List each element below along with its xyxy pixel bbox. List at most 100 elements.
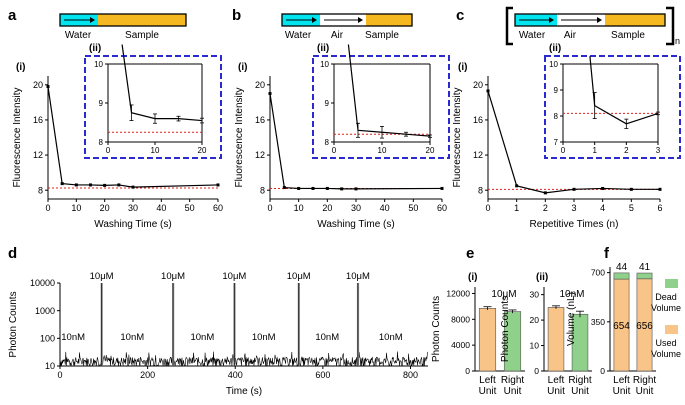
tube-label-sample: Sample <box>365 30 399 41</box>
sub-label-ii: (ii) <box>536 272 548 283</box>
y-tick-label: 12 <box>255 150 265 160</box>
bar-annotation: 10nM <box>559 289 584 300</box>
y-tick-label: 30 <box>530 290 540 300</box>
x-tick-label: 2 <box>543 203 548 213</box>
flow-arrow-head <box>549 17 554 23</box>
category-label: Left <box>613 375 630 386</box>
bar-1 <box>636 272 653 280</box>
x-tick-label: 0 <box>561 146 566 155</box>
bracket-right <box>666 6 675 46</box>
category-label: Unit <box>613 386 631 397</box>
x-tick-label: 5 <box>629 203 634 213</box>
category-label: Left <box>479 375 496 386</box>
data-point <box>658 187 662 191</box>
y-tick-label: 12 <box>33 150 43 160</box>
tube-label-water: Water <box>285 30 312 41</box>
x-tick-label: 3 <box>571 203 576 213</box>
x-tick-label: 20 <box>426 146 435 155</box>
y-tick-label: 8 <box>260 185 265 195</box>
tube-label-sample: Sample <box>611 30 645 41</box>
tube-segment-sample <box>605 14 665 26</box>
bar-value-label: 44 <box>616 262 628 273</box>
series-line <box>589 56 659 125</box>
x-tick-label: 60 <box>213 203 223 213</box>
x-tick-label: 0 <box>57 370 62 380</box>
sub-label-ii: (ii) <box>89 43 101 54</box>
x-tick-label: 50 <box>408 203 418 213</box>
sub-label-i: (i) <box>458 62 467 73</box>
x-tick-label: 10 <box>151 146 160 155</box>
data-point <box>297 186 301 190</box>
data-point <box>440 186 444 190</box>
panel-a: (i) (ii) 0 10 20 30 40 50 60 8 12 16 20 Washing Time … <box>12 43 223 230</box>
category-label: Unit <box>636 386 654 397</box>
y-axis-label: Fluorescence Intensity <box>234 87 245 187</box>
x-tick-label: 30 <box>128 203 138 213</box>
data-point <box>486 89 490 93</box>
x-tick-label: 1 <box>514 203 519 213</box>
data-point <box>543 191 547 195</box>
noise-trace <box>59 351 428 368</box>
y-tick-label: 9 <box>99 99 104 108</box>
x-tick-label: 30 <box>351 203 361 213</box>
category-label: Right <box>568 375 592 386</box>
tube-segment-sample <box>98 14 186 26</box>
x-axis-label: Time (s) <box>226 386 262 397</box>
x-tick-label: 40 <box>156 203 166 213</box>
y-axis-label: Photon Counts <box>8 291 19 357</box>
legend-label-dead: Volume <box>651 303 681 313</box>
y-tick-label: 8 <box>554 112 559 121</box>
panel-letter-f: f <box>604 245 610 262</box>
annotation-high: 10μM <box>222 271 246 282</box>
annotation-high: 10μM <box>346 271 370 282</box>
x-tick-label: 6 <box>657 203 662 213</box>
annotation-low: 10nM <box>120 332 144 343</box>
y-tick-label: 0 <box>534 366 539 376</box>
x-axis-label: Washing Time (s) <box>94 219 171 230</box>
series-line <box>47 86 219 188</box>
flow-arrow-head <box>597 17 602 23</box>
data-point <box>103 183 107 187</box>
panel-f: 035070065444LeftUnit65641RightUnitVolume… <box>566 262 681 397</box>
data-point <box>629 187 633 191</box>
y-tick-label: 12 <box>473 150 483 160</box>
y-tick-label: 8 <box>38 185 43 195</box>
sub-label-i: (i) <box>468 272 477 283</box>
legend-label-used: Volume <box>651 349 681 359</box>
x-tick-label: 0 <box>332 146 337 155</box>
panel-letter-a: a <box>8 7 17 24</box>
tube-outline <box>59 13 187 27</box>
y-tick-label: 1000 <box>35 306 55 316</box>
x-tick-label: 2 <box>624 146 629 155</box>
y-tick-label: 10 <box>45 361 55 371</box>
panel-e: (i) (ii)04000800012000LeftUnitRightUnit10… <box>431 272 592 397</box>
data-point <box>268 92 272 96</box>
y-tick-label: 8000 <box>451 314 470 324</box>
bar-value-label: 654 <box>613 321 630 332</box>
data-point <box>515 184 519 188</box>
panel-letter-b: b <box>232 7 241 24</box>
x-tick-label: 400 <box>228 370 243 380</box>
tube-label-water: Water <box>65 30 92 41</box>
y-axis-label: Photon Counts <box>431 296 442 362</box>
y-tick-label: 10 <box>549 60 558 69</box>
y-tick-label: 0 <box>465 366 470 376</box>
y-tick-label: 700 <box>591 268 605 278</box>
x-tick-label: 60 <box>437 203 447 213</box>
tube-segment-sample <box>366 14 412 26</box>
x-tick-label: 800 <box>403 370 418 380</box>
data-point <box>601 186 605 190</box>
y-tick-label: 100 <box>40 333 55 343</box>
y-tick-label: 20 <box>33 80 43 90</box>
legend-swatch-dead <box>665 279 678 288</box>
y-tick-label: 10000 <box>30 278 55 288</box>
x-tick-label: 200 <box>140 370 155 380</box>
x-tick-label: 0 <box>485 203 490 213</box>
x-tick-label: 20 <box>198 146 207 155</box>
data-point <box>354 187 358 191</box>
flow-arrow-head <box>358 17 363 23</box>
inset-frame <box>84 55 222 159</box>
x-tick-label: 600 <box>315 370 330 380</box>
